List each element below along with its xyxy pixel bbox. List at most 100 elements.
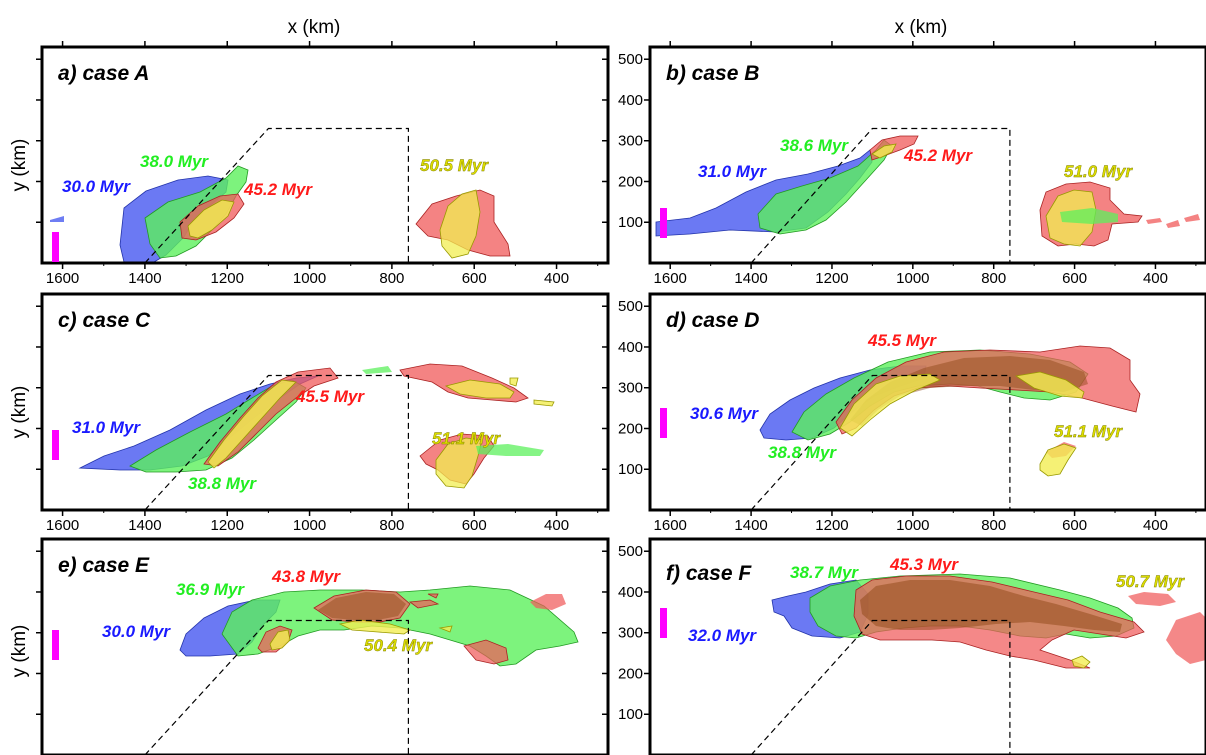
time-label-a-yellow: 50.5 Myr xyxy=(420,156,489,175)
y-tick-label-d-4: 500 xyxy=(618,298,643,315)
panel-frame-d xyxy=(648,292,1206,512)
time-label-a-red: 45.2 Myr xyxy=(243,180,313,199)
time-label-e-red: 43.8 Myr xyxy=(271,567,341,586)
time-label-b-yellow: 51.0 Myr xyxy=(1064,162,1133,181)
x-tick-label-c-6: 400 xyxy=(544,517,569,534)
x-tick-label-d-5: 600 xyxy=(1062,517,1087,534)
y-axis-title-e: y (km) xyxy=(9,625,30,678)
area-yellow-f xyxy=(1071,655,1091,669)
time-label-c-red: 45.5 Myr xyxy=(295,387,365,406)
panel-label-c: c) case C xyxy=(58,309,151,332)
x-tick-label-b-4: 800 xyxy=(981,270,1006,287)
area-yellow-d-2 xyxy=(1014,371,1085,399)
area-brown-f xyxy=(860,580,1122,632)
dashed-boundary-f xyxy=(750,619,1011,755)
time-label-d-yellow: 51.1 Myr xyxy=(1054,422,1123,441)
time-label-f-green: 38.7 Myr xyxy=(790,563,859,582)
x-tick-label-d-1: 1400 xyxy=(734,517,767,534)
x-tick-label-b-5: 600 xyxy=(1062,270,1087,287)
area-yellow-c-3 xyxy=(435,437,483,489)
panel-frame-f xyxy=(648,537,1206,755)
dashed-boundary-c xyxy=(144,374,409,511)
x-tick-label-a-4: 800 xyxy=(379,270,404,287)
x-tick-label-c-4: 800 xyxy=(379,517,404,534)
dashed-boundary-e xyxy=(144,619,409,755)
x-tick-label-b-0: 1600 xyxy=(654,270,687,287)
magenta-marker-a xyxy=(52,232,59,262)
panel-b xyxy=(655,135,1200,247)
panel-d xyxy=(759,345,1141,477)
area-brown-e xyxy=(318,592,406,620)
area-red-f xyxy=(853,575,1145,669)
x-tick-label-a-2: 1200 xyxy=(211,270,244,287)
y-tick-label-f-3: 400 xyxy=(618,584,643,601)
y-tick-label-b-2: 300 xyxy=(618,133,643,150)
x-tick-label-a-6: 400 xyxy=(544,270,569,287)
x-tick-label-b-1: 1400 xyxy=(734,270,767,287)
x-tick-label-c-0: 1600 xyxy=(46,517,79,534)
area-yellow-e xyxy=(269,619,453,651)
panel-frame-e xyxy=(40,537,610,755)
panel-e xyxy=(179,585,579,667)
panel-label-e: e) case E xyxy=(58,554,150,577)
panel-frame-b xyxy=(648,45,1206,265)
dashed-boundary-a xyxy=(144,127,409,264)
y-tick-label-d-0: 100 xyxy=(618,461,643,478)
time-label-d-green: 38.8 Myr xyxy=(768,443,837,462)
area-red-f-2 xyxy=(1128,592,1206,664)
time-label-e-green: 36.9 Myr xyxy=(176,580,245,599)
area-red-e xyxy=(257,589,509,665)
area-red-b-3 xyxy=(1146,214,1200,228)
y-axis-title-a: y (km) xyxy=(9,139,30,192)
panel-label-f: f) case F xyxy=(666,562,752,585)
time-label-f-red: 45.3 Myr xyxy=(889,555,959,574)
area-yellow-a-2 xyxy=(439,189,481,259)
panel-label-a: a) case A xyxy=(58,62,149,85)
x-tick-label-a-0: 1600 xyxy=(46,270,79,287)
dashed-boundary-b xyxy=(750,127,1011,264)
panel-frame-c xyxy=(40,292,610,512)
x-tick-label-c-2: 1200 xyxy=(211,517,244,534)
time-label-e-blue: 30.0 Myr xyxy=(102,622,171,641)
area-yellow-d-3 xyxy=(1039,443,1077,477)
area-blue-a-2 xyxy=(50,216,64,222)
area-green-c-2 xyxy=(362,366,392,374)
area-green-c-3 xyxy=(476,444,544,456)
area-green-b-2 xyxy=(1060,208,1118,224)
time-label-e-yellow: 50.4 Myr xyxy=(364,636,433,655)
time-label-c-blue: 31.0 Myr xyxy=(72,418,141,437)
x-tick-label-c-1: 1400 xyxy=(128,517,161,534)
panel-label-d: d) case D xyxy=(666,309,759,332)
dashed-boundary-d xyxy=(750,374,1011,511)
panel-c xyxy=(78,363,555,489)
area-yellow-b xyxy=(871,143,897,159)
magenta-marker-c xyxy=(52,430,59,460)
x-tick-label-a-5: 600 xyxy=(462,270,487,287)
time-label-b-green: 38.6 Myr xyxy=(780,136,849,155)
area-yellow-c-2 xyxy=(444,377,555,407)
x-axis-title-left: x (km) xyxy=(288,17,341,38)
x-tick-label-d-4: 800 xyxy=(981,517,1006,534)
area-red-e-2 xyxy=(530,594,566,610)
panel-f xyxy=(771,573,1206,669)
panel-frame-a xyxy=(40,45,610,265)
y-axis-title-c: y (km) xyxy=(9,386,30,439)
x-tick-label-c-3: 1000 xyxy=(293,517,326,534)
x-tick-label-b-3: 1000 xyxy=(896,270,929,287)
area-brown-d xyxy=(850,356,1088,426)
panel-label-b: b) case B xyxy=(666,62,759,85)
x-tick-label-b-2: 1200 xyxy=(815,270,848,287)
y-tick-label-d-1: 200 xyxy=(618,420,643,437)
x-tick-label-d-2: 1200 xyxy=(815,517,848,534)
x-tick-label-d-0: 1600 xyxy=(654,517,687,534)
y-tick-label-d-3: 400 xyxy=(618,339,643,356)
area-yellow-d xyxy=(839,373,941,437)
x-tick-label-c-5: 600 xyxy=(462,517,487,534)
time-label-b-red: 45.2 Myr xyxy=(903,146,973,165)
y-tick-label-f-1: 200 xyxy=(618,665,643,682)
time-label-f-blue: 32.0 Myr xyxy=(688,626,757,645)
panel-a xyxy=(50,165,511,263)
time-label-f-yellow: 50.7 Myr xyxy=(1116,572,1185,591)
y-tick-label-b-3: 400 xyxy=(618,92,643,109)
